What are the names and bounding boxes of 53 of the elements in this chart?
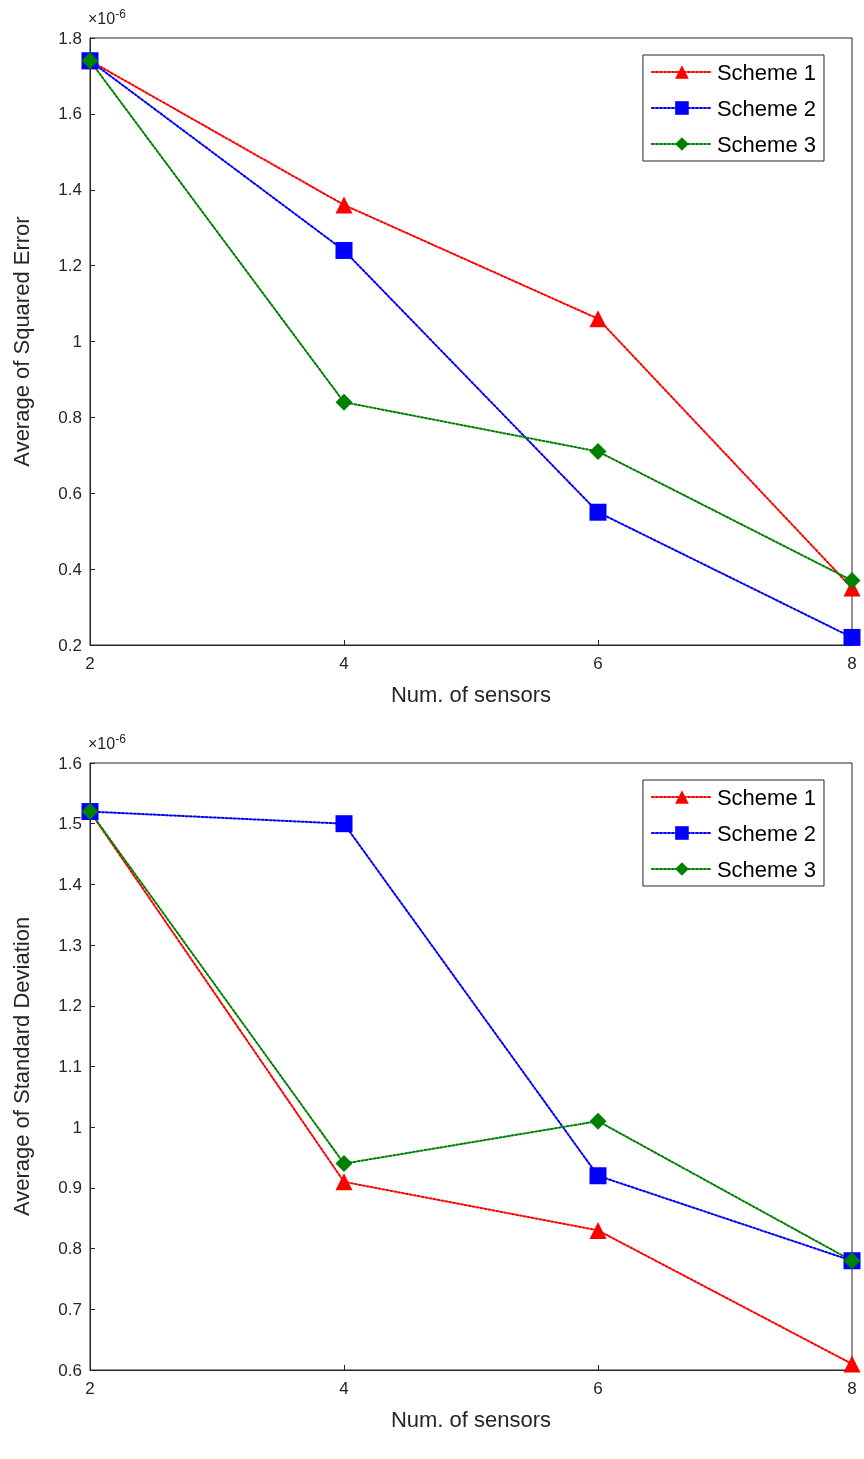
point <box>843 572 861 590</box>
y-tick-label: 1 <box>72 332 82 351</box>
y-axis-title: Average of Squared Error <box>8 216 34 467</box>
y-axis-title: Average of Standard Deviation <box>8 916 34 1217</box>
y-tick-label: 0.6 <box>58 1360 82 1380</box>
legend-label: Scheme 3 <box>716 856 817 882</box>
y-tick-label: 1.4 <box>58 874 82 894</box>
x-tick-label: 6 <box>593 654 603 673</box>
point <box>335 815 353 833</box>
legend-label: Scheme 3 <box>716 131 817 157</box>
y-tick-label: 0.8 <box>58 1239 82 1259</box>
point <box>335 1173 353 1191</box>
y-tick-label: 1.4 <box>58 180 82 200</box>
point <box>335 196 353 214</box>
legend-label: Scheme 2 <box>716 95 817 121</box>
y-tick-label: 0.6 <box>58 483 82 503</box>
y-tick-label: 0.4 <box>58 559 82 579</box>
point <box>843 628 861 646</box>
point <box>589 1167 607 1185</box>
point <box>335 393 353 411</box>
point <box>335 241 353 259</box>
point <box>589 503 607 521</box>
y-tick-label: 1.6 <box>58 753 82 773</box>
y-tick-label: 1.2 <box>58 256 82 276</box>
legend-label: Scheme 1 <box>716 59 817 85</box>
point <box>589 443 607 461</box>
y-tick-label: 1.5 <box>58 814 82 834</box>
y-tick-label: 1.6 <box>58 104 82 124</box>
y-tick-label: 1.1 <box>58 1057 82 1076</box>
y-tick-label: 1 <box>72 1117 82 1137</box>
y-tick-label: 0.7 <box>58 1299 82 1319</box>
x-tick-label: 8 <box>847 654 857 673</box>
point <box>843 1355 861 1373</box>
x-tick-label: 2 <box>85 1379 95 1398</box>
x-tick-label: 4 <box>339 654 349 673</box>
legend-label: Scheme 2 <box>716 820 817 846</box>
point <box>589 1112 607 1130</box>
y-tick-label: 0.9 <box>58 1178 82 1198</box>
y-tick-label: 0.8 <box>58 407 82 427</box>
x-tick-label: 8 <box>847 1379 857 1398</box>
legend-label: Scheme 1 <box>716 784 817 810</box>
point <box>589 1221 607 1239</box>
y-tick-label: 1.8 <box>58 28 82 48</box>
x-tick-label: 2 <box>85 654 95 673</box>
y-tick-label: 0.2 <box>58 635 82 655</box>
x-axis-title: Num. of sensors <box>390 681 552 707</box>
y-tick-label: 1.3 <box>58 935 82 955</box>
x-axis-title: Num. of sensors <box>390 1406 552 1432</box>
point <box>335 1155 353 1173</box>
y-tick-label: 1.2 <box>58 996 82 1016</box>
x-tick-label: 4 <box>339 1379 349 1398</box>
x-tick-label: 6 <box>593 1379 603 1398</box>
point <box>589 310 607 328</box>
